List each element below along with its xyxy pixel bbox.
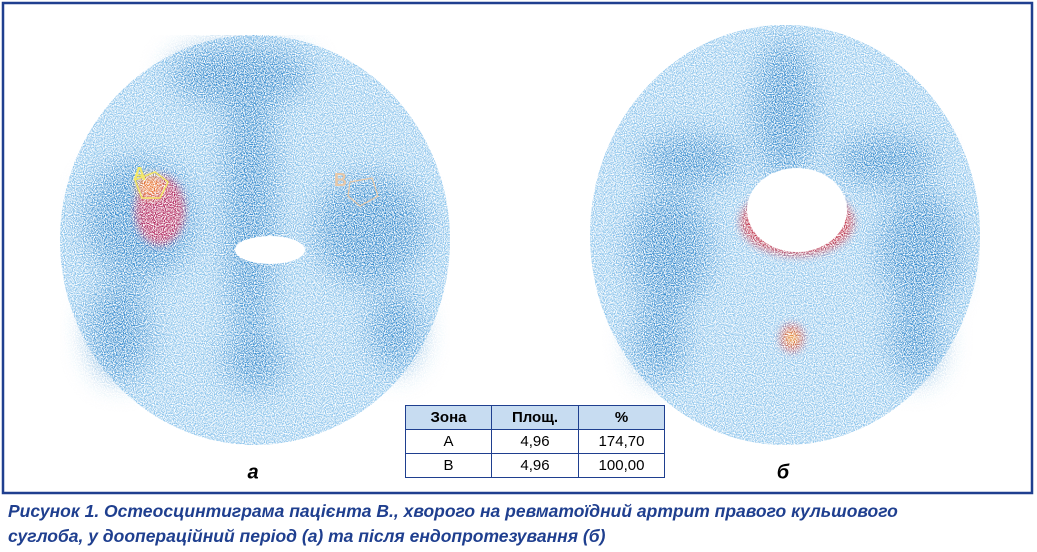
header-cell: Площ. <box>491 405 579 430</box>
frame <box>1 1 1034 495</box>
header-cell: % <box>578 405 665 430</box>
panel-label: б <box>777 461 790 483</box>
caption-line: суглоба, у доопераційний період (а) та п… <box>8 526 606 546</box>
region-outline <box>134 171 169 199</box>
cell: 4,96 <box>491 429 579 454</box>
cell: 100,00 <box>578 453 665 478</box>
region-outline <box>347 177 379 207</box>
region-label: A <box>133 164 146 184</box>
caption-line: Рисунок 1. Остеосцинтиграма пацієнта В.,… <box>8 501 898 521</box>
void <box>747 168 847 252</box>
cell: A <box>405 429 492 454</box>
cell: B <box>405 453 492 478</box>
header-cell: Зона <box>405 405 492 430</box>
roi-table: Зона Площ. % A 4,96 174,70 B 4,96 100,00 <box>405 405 665 478</box>
cell: 174,70 <box>578 429 665 454</box>
panel-label: а <box>247 461 258 483</box>
scintigram-a <box>60 35 450 445</box>
region-label: B <box>334 170 347 190</box>
void <box>235 236 305 264</box>
cell: 4,96 <box>491 453 579 478</box>
